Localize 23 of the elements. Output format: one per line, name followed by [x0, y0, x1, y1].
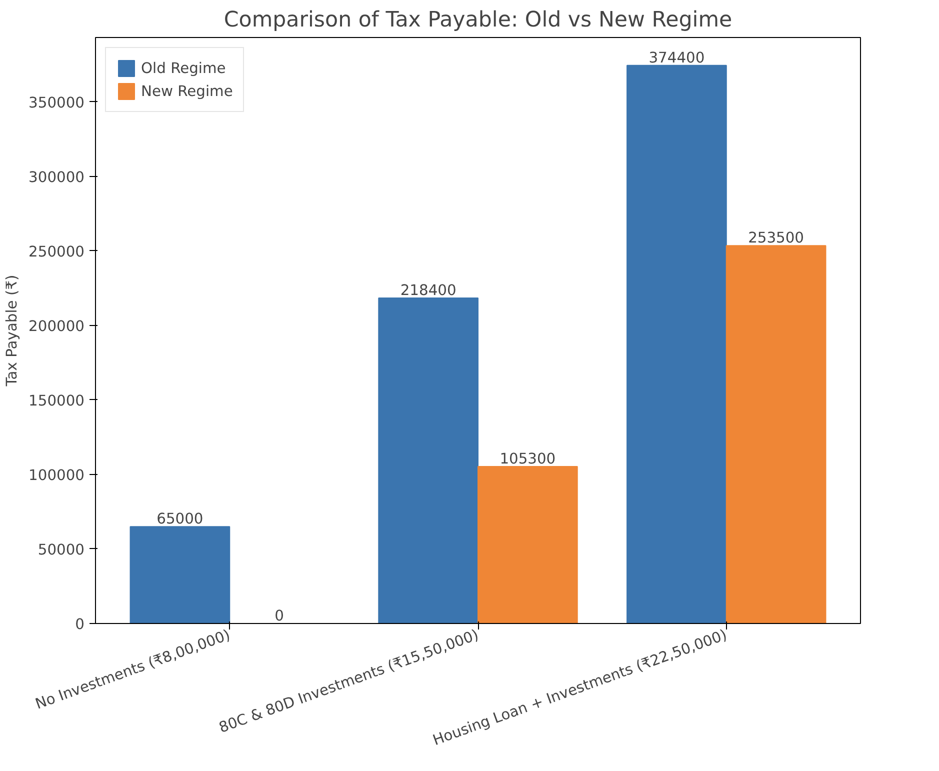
data-label: 374400: [648, 49, 705, 66]
y-tick-label: 100000: [28, 466, 85, 484]
bar: [130, 526, 230, 624]
bar: [478, 466, 578, 624]
y-tick-label: 0: [75, 616, 85, 633]
y-tick-label: 150000: [28, 392, 85, 410]
data-label: 218400: [400, 282, 456, 299]
y-tick-label: 50000: [38, 541, 84, 558]
y-tick-label: 200000: [28, 318, 85, 335]
bar: [726, 245, 826, 624]
y-tick-label: 300000: [28, 168, 85, 186]
bar: [626, 64, 727, 624]
legend-label: New Regime: [141, 82, 233, 100]
data-label: 65000: [156, 510, 204, 528]
data-label: 105300: [500, 450, 556, 468]
bar: [378, 297, 478, 624]
y-axis-title: Tax Payable (₹): [4, 274, 21, 388]
legend-label: Old Regime: [141, 60, 226, 76]
y-tick-label: 350000: [28, 94, 85, 112]
data-label: 0: [274, 608, 284, 624]
chart-title: Comparison of Tax Payable: Old vs New Regime: [224, 8, 732, 32]
y-tick-label: 250000: [28, 243, 85, 260]
data-label: 253500: [748, 230, 804, 247]
